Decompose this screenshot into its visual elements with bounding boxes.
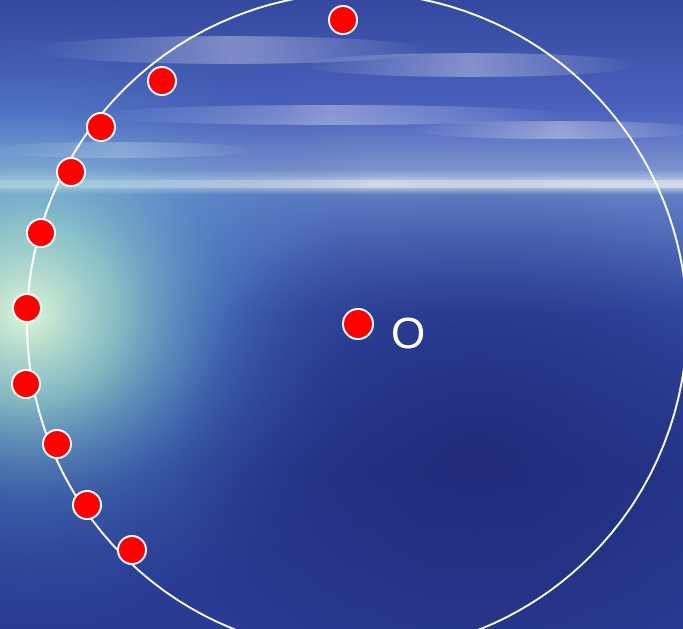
circle-points	[11, 5, 358, 565]
circle-point-5	[26, 218, 56, 248]
circle-point-10	[117, 535, 147, 565]
circle-point-1	[328, 5, 358, 35]
circle-point-4	[56, 157, 86, 187]
circle-point-2	[147, 66, 177, 96]
circle-point-3	[86, 112, 116, 142]
circle-point-6	[12, 293, 42, 323]
center-label: O	[391, 309, 425, 358]
circle-point-9	[72, 490, 102, 520]
circle-point-7	[11, 369, 41, 399]
circle-point-8	[42, 429, 72, 459]
center-point	[342, 308, 374, 340]
